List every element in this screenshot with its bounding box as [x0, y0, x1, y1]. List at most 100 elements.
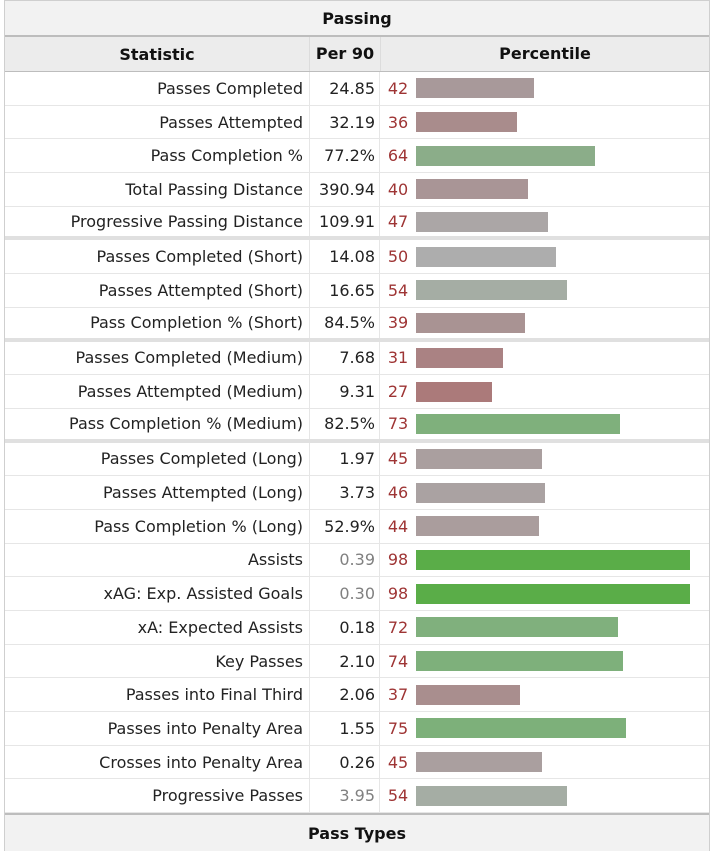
- percentile-cell: 27: [379, 375, 709, 408]
- per90-value: 3.73: [309, 476, 379, 509]
- table-row: Passes Attempted (Long) 3.73 46: [5, 476, 709, 510]
- percentile-cell: 72: [379, 611, 709, 644]
- stat-label: Passes Completed: [157, 78, 303, 98]
- percentile-value: 37: [387, 685, 409, 705]
- percentile-bar: [416, 145, 595, 166]
- percentile-bar-track: [416, 78, 696, 99]
- stat-label: Passes into Final Third: [125, 685, 303, 705]
- stat-label: Pass Completion %: [150, 146, 303, 166]
- table-row: Assists 0.39 98: [5, 543, 709, 578]
- stat-label: Pass Completion % (Long): [94, 516, 303, 536]
- per90-value: 2.06: [309, 678, 379, 712]
- percentile-cell: 31: [379, 341, 709, 375]
- section-title-text: Passing: [322, 8, 392, 28]
- section-title: Passing: [5, 0, 709, 35]
- percentile-bar: [416, 448, 542, 469]
- percentile-cell: 40: [379, 173, 709, 206]
- percentile-value: 46: [387, 483, 409, 503]
- per90-value: 52.9%: [309, 509, 379, 543]
- per90-value: 16.65: [309, 274, 379, 307]
- percentile-bar: [416, 785, 567, 806]
- header-statistic[interactable]: Statistic: [119, 44, 195, 64]
- percentile-bar-track: [416, 381, 696, 402]
- table-row: Passes Completed (Short) 14.08 50: [5, 240, 709, 275]
- next-section-title-text: Pass Types: [308, 823, 406, 843]
- percentile-cell: 46: [379, 476, 709, 509]
- percentile-bar: [416, 482, 545, 503]
- percentile-bar: [416, 583, 690, 604]
- stat-label: xA: Expected Assists: [137, 617, 303, 637]
- percentile-cell: 73: [379, 408, 709, 439]
- per90-value: 0.26: [309, 745, 379, 779]
- percentile-cell: 45: [379, 442, 709, 476]
- percentile-cell: 50: [379, 240, 709, 274]
- percentile-value: 72: [387, 617, 409, 637]
- percentile-bar-track: [416, 651, 696, 672]
- percentile-value: 54: [387, 280, 409, 300]
- stat-label: Pass Completion % (Medium): [69, 414, 303, 434]
- next-section-title: Pass Types: [5, 813, 709, 852]
- percentile-bar-track: [416, 718, 696, 739]
- percentile-cell: 98: [379, 577, 709, 610]
- percentile-value: 73: [387, 414, 409, 434]
- stat-label: Key Passes: [215, 651, 303, 671]
- percentile-cell: 42: [379, 72, 709, 105]
- percentile-cell: 44: [379, 509, 709, 543]
- table-row: Passes Attempted (Medium) 9.31 27: [5, 375, 709, 409]
- stat-label: Passes into Penalty Area: [107, 718, 303, 738]
- percentile-value: 74: [387, 651, 409, 671]
- table-row: Passes Completed 24.85 42: [5, 72, 709, 106]
- header-per90[interactable]: Per 90: [309, 37, 380, 71]
- header-percentile[interactable]: Percentile: [380, 37, 709, 71]
- percentile-value: 42: [387, 78, 409, 98]
- percentile-value: 54: [387, 786, 409, 806]
- percentile-bar-track: [416, 448, 696, 469]
- table-row: Passes Completed (Medium) 7.68 31: [5, 341, 709, 376]
- percentile-bar: [416, 549, 690, 570]
- per90-value: 2.10: [309, 644, 379, 678]
- percentile-value: 39: [387, 313, 409, 333]
- table-row: Progressive Passes 3.95 54: [5, 779, 709, 814]
- per90-value: 3.95: [309, 779, 379, 813]
- stat-label: Assists: [247, 550, 303, 570]
- stat-label: xAG: Exp. Assisted Goals: [103, 584, 303, 604]
- table-row: Pass Completion % (Long) 52.9% 44: [5, 509, 709, 544]
- percentile-bar-track: [416, 785, 696, 806]
- percentile-bar-track: [416, 413, 696, 434]
- stat-label: Passes Completed (Medium): [75, 348, 303, 368]
- table-row: Pass Completion % (Short) 84.5% 39: [5, 307, 709, 342]
- percentile-value: 44: [387, 516, 409, 536]
- table-row: Passes into Penalty Area 1.55 75: [5, 712, 709, 746]
- percentile-cell: 98: [379, 543, 709, 577]
- stat-label: Passes Attempted (Short): [98, 280, 303, 300]
- percentile-bar-track: [416, 246, 696, 267]
- table-header: Statistic Per 90 Percentile: [5, 35, 709, 72]
- percentile-value: 31: [387, 348, 409, 368]
- stat-label: Passes Completed (Long): [100, 449, 303, 469]
- stat-label: Passes Completed (Short): [96, 247, 303, 267]
- per90-value: 1.55: [309, 712, 379, 745]
- percentile-bar: [416, 651, 623, 672]
- percentile-value: 27: [387, 382, 409, 402]
- stat-label: Total Passing Distance: [125, 179, 303, 199]
- percentile-bar: [416, 516, 539, 537]
- table-row: Crosses into Penalty Area 0.26 45: [5, 745, 709, 780]
- per90-value: 109.91: [309, 206, 379, 237]
- percentile-cell: 64: [379, 139, 709, 173]
- percentile-bar-track: [416, 617, 696, 638]
- percentile-bar-track: [416, 583, 696, 604]
- per90-value: 77.2%: [309, 139, 379, 173]
- percentile-bar: [416, 413, 620, 434]
- per90-value: 0.39: [309, 543, 379, 577]
- per90-value: 1.97: [309, 442, 379, 476]
- percentile-bar: [416, 112, 517, 133]
- stat-label: Passes Attempted: [159, 112, 303, 132]
- percentile-bar: [416, 179, 528, 200]
- table-row: xAG: Exp. Assisted Goals 0.30 98: [5, 577, 709, 611]
- percentile-value: 40: [387, 179, 409, 199]
- table-row: Pass Completion % (Medium) 82.5% 73: [5, 408, 709, 443]
- percentile-bar: [416, 752, 542, 773]
- percentile-bar-track: [416, 482, 696, 503]
- per90-value: 0.18: [309, 611, 379, 644]
- table-row: xA: Expected Assists 0.18 72: [5, 611, 709, 645]
